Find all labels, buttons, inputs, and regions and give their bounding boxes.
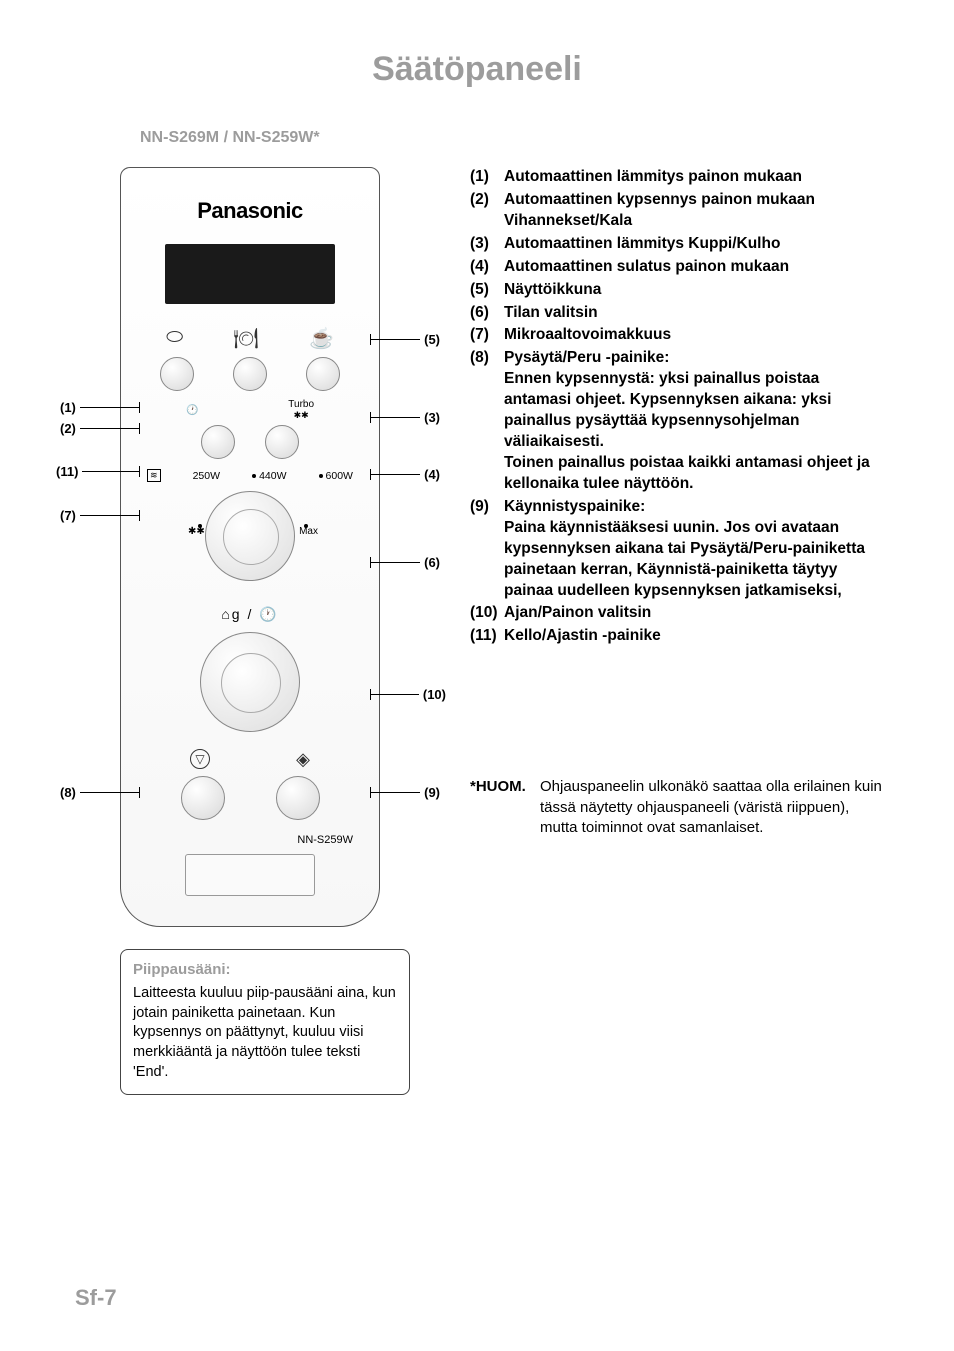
leg-n-10: (10) xyxy=(470,603,504,624)
callout-4: (4) xyxy=(424,467,440,482)
leg-s-2: Vihannekset/Kala xyxy=(504,211,884,232)
turbo-label: Turbo xyxy=(288,399,314,410)
plate-icon: ⬭ xyxy=(166,326,183,351)
callout-11: (11) xyxy=(56,464,78,479)
callout-5: (5) xyxy=(424,332,440,347)
note-label: *HUOM. xyxy=(470,777,540,838)
cup-icon: ☕ xyxy=(309,326,334,351)
power-600: 600W xyxy=(326,470,353,482)
page-title: Säätöpaneeli xyxy=(70,50,884,89)
leg-t-4: Automaattinen sulatus painon mukaan xyxy=(504,257,884,278)
leg-n-2: (2) xyxy=(470,190,504,232)
beep-box: Piippausääni: Laitteesta kuuluu piip-pau… xyxy=(120,949,410,1095)
leg-t-11: Kello/Ajastin -painike xyxy=(504,626,884,647)
callout-1: (1) xyxy=(60,400,76,415)
callout-7: (7) xyxy=(60,508,76,523)
start-icon: ◈ xyxy=(296,749,310,770)
callout-3: (3) xyxy=(424,410,440,425)
leg-n-11: (11) xyxy=(470,626,504,647)
leg-t-9: Käynnistyspainike: xyxy=(504,498,645,515)
leg-t-2: Automaattinen kypsennys painon mukaan xyxy=(504,191,815,208)
leg-n-3: (3) xyxy=(470,234,504,255)
beep-text: Laitteesta kuuluu piip-pausääni aina, ku… xyxy=(133,984,397,1082)
leg-n-6: (6) xyxy=(470,303,504,324)
weight-clock-label: ⌂g / 🕐 xyxy=(121,606,379,623)
dial-max-label: Max xyxy=(299,526,318,537)
callout-8: (8) xyxy=(60,785,76,800)
panel-diagram: Panasonic ⬭ 🍽 ☕ 🕐 Turbo ✱✱ xyxy=(70,167,440,927)
leg-t-6: Tilan valitsin xyxy=(504,303,884,324)
callout-2: (2) xyxy=(60,421,76,436)
start-button[interactable] xyxy=(276,776,320,820)
leg-n-5: (5) xyxy=(470,280,504,301)
auto-cook-button[interactable] xyxy=(233,357,267,391)
legend: (1)Automaattinen lämmitys painon mukaan … xyxy=(470,167,884,1095)
page-number: Sf-7 xyxy=(75,1285,117,1311)
food-icon: 🍽 xyxy=(233,326,258,351)
micro-icon: ≋ xyxy=(147,469,161,482)
clock-icon: 🕐 xyxy=(186,405,198,416)
ir-window xyxy=(185,854,315,896)
leg-n-9: (9) xyxy=(470,497,504,602)
brand-logo: Panasonic xyxy=(121,198,379,224)
note: *HUOM. Ohjauspaneelin ulkonäkö saattaa o… xyxy=(470,777,884,838)
leg-n-8: (8) xyxy=(470,348,504,494)
dial-min-label: ✱✱ xyxy=(188,526,205,537)
power-250: 250W xyxy=(193,470,220,482)
beep-title: Piippausääni: xyxy=(133,960,397,980)
auto-reheat-button[interactable] xyxy=(160,357,194,391)
leg-n-7: (7) xyxy=(470,325,504,346)
display-window xyxy=(165,244,335,304)
leg-b-8: Ennen kypsennystä: yksi painallus poista… xyxy=(504,369,884,495)
leg-t-1: Automaattinen lämmitys painon mukaan xyxy=(504,167,884,188)
clock-timer-button[interactable] xyxy=(201,425,235,459)
leg-n-1: (1) xyxy=(470,167,504,188)
leg-t-7: Mikroaaltovoimakkuus xyxy=(504,325,884,346)
leg-n-4: (4) xyxy=(470,257,504,278)
stop-cancel-button[interactable] xyxy=(181,776,225,820)
leg-t-5: Näyttöikkuna xyxy=(504,280,884,301)
mode-dial[interactable] xyxy=(205,491,295,581)
panel-model-tag: NN-S259W xyxy=(121,834,353,846)
power-440: 440W xyxy=(259,470,286,482)
callout-6: (6) xyxy=(424,555,440,570)
leg-t-3: Automaattinen lämmitys Kuppi/Kulho xyxy=(504,234,884,255)
callout-10: (10) xyxy=(423,687,446,702)
leg-t-10: Ajan/Painon valitsin xyxy=(504,603,884,624)
time-weight-dial[interactable] xyxy=(200,632,300,732)
stop-icon: ▽ xyxy=(190,749,210,769)
model-line: NN-S269M / NN-S259W* xyxy=(140,129,884,147)
note-text: Ohjauspaneelin ulkonäkö saattaa olla eri… xyxy=(540,777,884,838)
callout-9: (9) xyxy=(424,785,440,800)
auto-cup-button[interactable] xyxy=(306,357,340,391)
defrost-icon: ✱✱ xyxy=(294,410,309,420)
auto-defrost-button[interactable] xyxy=(265,425,299,459)
leg-t-8: Pysäytä/Peru -painike: xyxy=(504,349,669,366)
leg-b-9: Paina käynnistääksesi uunin. Jos ovi ava… xyxy=(504,518,884,602)
